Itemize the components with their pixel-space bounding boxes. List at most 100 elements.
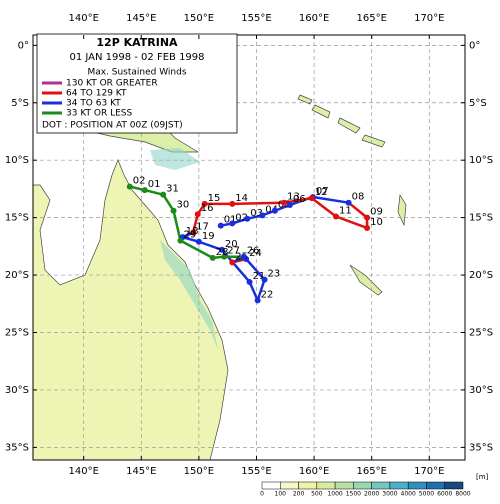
lat-label: 10°S	[5, 155, 29, 166]
date-label: 07	[316, 186, 329, 197]
legend-frame	[36, 33, 238, 134]
colorbar-label: 100	[275, 491, 287, 498]
date-label: 12	[315, 187, 328, 198]
legend-label: 64 TO 129 KT	[66, 89, 127, 99]
date-label: 15	[208, 193, 221, 204]
position-dot	[126, 183, 133, 190]
position-dot	[246, 278, 253, 285]
colorbar-label: 4000	[401, 491, 416, 498]
position-dot	[259, 212, 266, 219]
period: 01 JAN 1998 - 02 FEB 1998	[69, 52, 204, 63]
colorbar-cell	[298, 481, 318, 490]
position-dot	[308, 195, 315, 202]
colorbar-cell	[261, 481, 281, 490]
position-dot	[244, 215, 251, 222]
position-dot	[364, 224, 371, 231]
colorbar-cell	[353, 481, 372, 490]
date-label: 19	[202, 231, 215, 242]
date-label: 22	[261, 289, 274, 300]
track-segment	[161, 193, 175, 212]
date-label: 24	[249, 248, 262, 259]
island	[337, 117, 361, 134]
lon-label: 150°E	[184, 466, 214, 477]
shelf-shade	[150, 148, 200, 170]
date-label: 01	[148, 179, 161, 190]
position-dot	[254, 297, 261, 304]
position-dot	[240, 253, 247, 260]
date-label: 23	[268, 269, 281, 280]
position-dot	[229, 200, 236, 207]
position-dot	[364, 214, 371, 221]
track-segment	[191, 212, 199, 234]
position-dot	[195, 238, 202, 245]
lon-label: 155°E	[241, 13, 271, 24]
lat-label: 10°S	[469, 155, 493, 166]
date-label: 18	[186, 226, 199, 237]
position-dot	[281, 199, 288, 206]
lat-label: 30°S	[5, 385, 29, 396]
lat-label: 35°S	[5, 442, 29, 453]
lat-label: 0°	[18, 40, 29, 51]
colorbar-cell	[334, 481, 354, 490]
track-segment	[310, 196, 338, 218]
date-label: 08	[352, 192, 365, 203]
lat-label: 20°S	[469, 270, 493, 281]
position-dot	[194, 211, 201, 218]
date-label: 06	[293, 194, 306, 205]
lon-label: 140°E	[68, 13, 98, 24]
date-label: 17	[196, 222, 209, 233]
lon-label: 145°E	[126, 13, 156, 24]
lat-label: 25°S	[5, 328, 29, 339]
legend-label: 130 KT OR GREATER	[66, 79, 158, 89]
colorbar-label: 2000	[364, 491, 379, 498]
track-segment	[231, 201, 286, 206]
colorbar-label: 1000	[327, 491, 342, 498]
lat-label: 25°S	[469, 328, 493, 339]
colorbar-cell	[389, 481, 409, 490]
position-dot	[286, 202, 293, 208]
track-segment	[311, 195, 350, 204]
date-label: 11	[339, 205, 352, 216]
colorbar-cell	[407, 481, 427, 490]
lat-label: 30°S	[469, 385, 493, 396]
date-label: 30	[177, 200, 190, 211]
position-dot	[332, 213, 339, 220]
legend-note: DOT : POSITION AT 00Z (09JST)	[42, 121, 183, 131]
colorbar-label: 1500	[346, 491, 361, 498]
date-label: 29	[183, 230, 196, 241]
date-label: 26	[247, 246, 260, 257]
colorbar-cell	[280, 481, 299, 490]
position-dot	[271, 207, 278, 214]
island	[311, 104, 331, 119]
position-dot	[190, 229, 197, 236]
position-dot	[218, 246, 225, 253]
colorbar-label: 0	[260, 491, 264, 498]
lat-label: 5°S	[469, 98, 487, 109]
colorbar-label: 6000	[437, 491, 452, 498]
date-label: 31	[166, 184, 179, 195]
date-label: 21	[253, 271, 266, 282]
track-segment	[256, 278, 266, 302]
track-segment	[248, 280, 259, 302]
position-dot	[201, 200, 208, 207]
track-segment	[282, 196, 314, 204]
lon-label: 160°E	[299, 466, 329, 477]
position-dot	[141, 187, 148, 194]
date-label: 02	[235, 212, 248, 223]
lon-label: 150°E	[184, 13, 214, 24]
track-segment	[143, 188, 165, 196]
australia	[32, 159, 229, 461]
lon-label: 170°E	[414, 13, 444, 24]
date-label: 20	[225, 239, 238, 250]
lon-label: 165°E	[356, 466, 386, 477]
lon-label: 165°E	[356, 13, 386, 24]
lat-label: 5°S	[11, 98, 29, 109]
legend-box: 12P KATRINA 01 JAN 1998 - 02 FEB 1998 Ma…	[36, 33, 238, 134]
colorbar-label: 5000	[419, 491, 434, 498]
position-dot	[221, 253, 228, 260]
lon-label: 170°E	[414, 466, 444, 477]
colorbar-cell	[426, 481, 445, 490]
legend-label: 33 KT OR LESS	[66, 109, 132, 119]
